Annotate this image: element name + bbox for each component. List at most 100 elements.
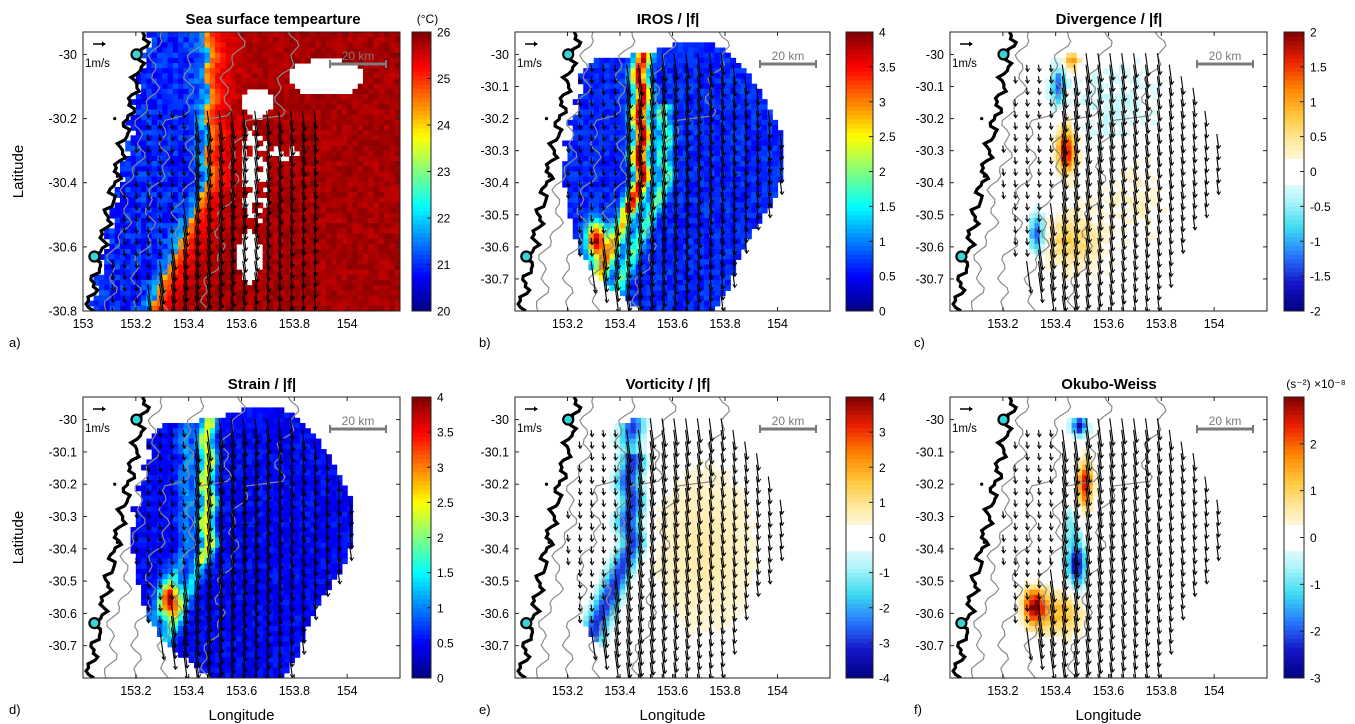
heatmap-cell	[193, 78, 200, 85]
heatmap-cell	[141, 223, 147, 229]
heatmap-cell	[236, 125, 243, 131]
heatmap-cell	[357, 285, 364, 291]
heatmap-cell	[315, 109, 322, 116]
velocity-vector	[242, 237, 247, 262]
velocity-vector	[135, 180, 138, 188]
heatmap-cell	[326, 300, 332, 307]
heatmap-cell	[604, 192, 611, 198]
colorbar-segment	[412, 32, 431, 37]
heatmap-cell	[204, 99, 211, 105]
heatmap-cell	[609, 223, 616, 229]
heatmap-cell	[751, 202, 758, 209]
heatmap-cell	[204, 176, 211, 183]
velocity-vector	[182, 122, 185, 130]
velocity-vector	[313, 122, 318, 141]
heatmap-cell	[567, 171, 574, 178]
heatmap-cell	[151, 150, 158, 157]
heatmap-cell	[267, 88, 274, 95]
heatmap-cell	[347, 223, 354, 229]
heatmap-cell	[604, 223, 611, 229]
heatmap-cell	[257, 42, 264, 49]
heatmap-cell	[331, 47, 338, 54]
velocity-vector	[170, 191, 173, 199]
heatmap-cell	[667, 94, 674, 100]
heatmap-cell	[341, 171, 348, 178]
heatmap-cell	[331, 269, 338, 276]
colorbar-segment	[412, 284, 431, 290]
heatmap-cell	[609, 233, 616, 240]
heatmap-cell	[220, 63, 227, 69]
heatmap-cell	[273, 140, 280, 147]
heatmap-cell	[336, 156, 343, 162]
heatmap-cell	[347, 300, 354, 307]
heatmap-cell	[646, 202, 653, 209]
heatmap-cell	[199, 161, 206, 167]
heatmap-cell	[672, 104, 679, 111]
velocity-arrowhead	[181, 125, 187, 131]
heatmap-cell	[609, 161, 616, 167]
heatmap-cell	[336, 259, 343, 266]
heatmap-cell	[119, 254, 126, 260]
heatmap-cell	[267, 192, 274, 198]
heatmap-cell	[384, 218, 391, 224]
velocity-vector	[147, 168, 150, 176]
heatmap-cell	[620, 254, 626, 260]
heatmap-cell	[378, 243, 385, 250]
heatmap-cell	[172, 207, 179, 214]
heatmap-cell	[688, 166, 695, 173]
heatmap-cell	[304, 171, 311, 178]
heatmap-cell	[294, 254, 301, 260]
velocity-arrowhead	[146, 241, 152, 246]
heatmap-cell	[599, 197, 605, 204]
heatmap-cell	[230, 228, 237, 235]
heatmap-cell	[162, 285, 169, 291]
heatmap-cell	[368, 114, 375, 121]
heatmap-cell	[199, 145, 206, 152]
heatmap-cell	[151, 212, 158, 219]
heatmap-cell	[667, 233, 674, 240]
heatmap-cell	[320, 52, 327, 59]
velocity-arrowhead	[169, 172, 175, 177]
heatmap-cell	[146, 88, 153, 95]
velocity-vector	[277, 191, 282, 214]
heatmap-cell	[326, 202, 332, 209]
heatmap-cell	[252, 280, 258, 286]
heatmap-cell	[384, 197, 391, 204]
heatmap-cell	[283, 73, 290, 80]
heatmap-cell	[273, 135, 280, 142]
heatmap-cell	[262, 119, 269, 126]
heatmap-cell	[583, 145, 590, 152]
heatmap-cell	[167, 130, 174, 136]
heatmap-cell	[672, 161, 679, 167]
heatmap-cell	[151, 161, 158, 167]
heatmap-cell	[688, 202, 695, 209]
heatmap-cell	[751, 212, 758, 219]
heatmap-cell	[310, 166, 317, 173]
heatmap-cell	[347, 32, 354, 38]
heatmap-cell	[167, 228, 174, 235]
heatmap-cell	[630, 290, 637, 297]
heatmap-cell	[704, 47, 710, 54]
heatmap-cell	[725, 130, 731, 136]
island-marker	[115, 174, 119, 178]
heatmap-cell	[236, 114, 243, 121]
heatmap-cell	[294, 264, 301, 271]
heatmap-cell	[357, 135, 364, 142]
velocity-arrowhead	[255, 312, 259, 315]
heatmap-cell	[646, 176, 653, 183]
heatmap-cell	[698, 295, 705, 302]
heatmap-cell	[740, 125, 747, 131]
velocity-vector	[135, 284, 138, 291]
velocity-arrowhead	[134, 183, 140, 188]
heatmap-cell	[583, 119, 590, 126]
heatmap-cell	[746, 223, 752, 229]
heatmap-cell	[236, 171, 243, 178]
heatmap-cell	[315, 166, 322, 173]
heatmap-cell	[267, 78, 274, 85]
velocity-arrowhead	[134, 299, 140, 304]
heatmap-cell	[341, 52, 348, 59]
heatmap-cell	[178, 145, 184, 152]
heatmap-cell	[199, 290, 206, 297]
heatmap-cell	[310, 223, 317, 229]
heatmap-cell	[667, 119, 674, 126]
